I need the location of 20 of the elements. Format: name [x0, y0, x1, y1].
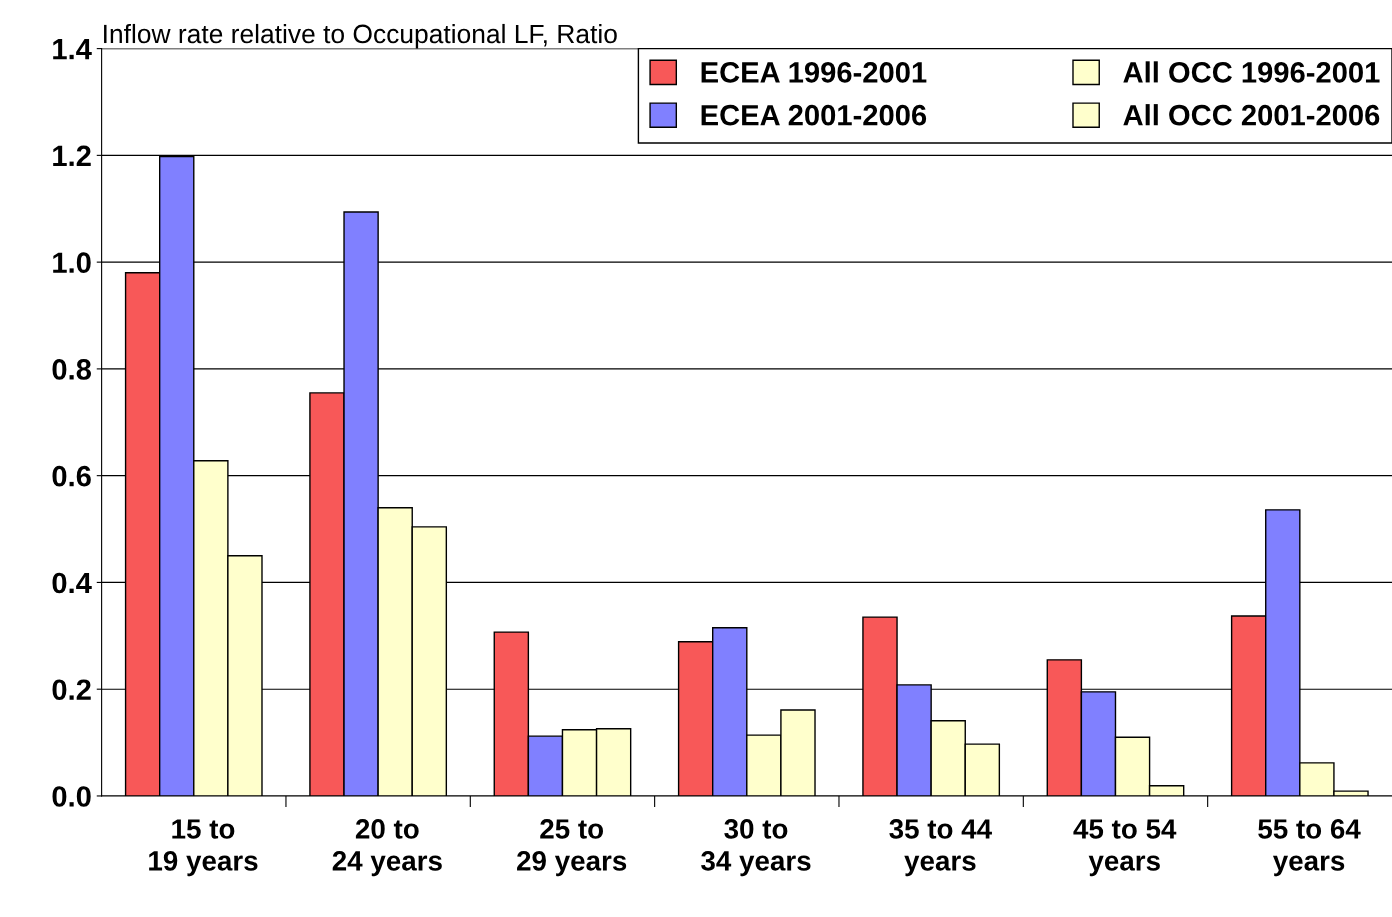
x-tick-label: 25 to 29 years	[517, 819, 627, 877]
x-tick-label: 20 to 24 years	[332, 819, 442, 877]
y-tick-label: 0.2	[52, 679, 91, 701]
y-tick-label: 0.0	[52, 786, 91, 807]
x-tick-label: 35 to 44 years	[889, 819, 992, 877]
y-tick-label: 0.4	[52, 572, 92, 594]
y-tick-label: 0.8	[52, 359, 91, 380]
legend-label: ECEA 1996-2001	[701, 62, 927, 83]
y-tick-label: 1.2	[53, 145, 91, 166]
legend-label: All OCC 2001-2006	[1123, 104, 1380, 126]
x-tick-label: 45 to 54 years	[1073, 819, 1177, 877]
y-tick-label: 1.0	[53, 252, 91, 273]
chart-title: Inflow rate relative to Occupational LF, Ratio	[104, 23, 617, 49]
legend-label: All OCC 1996-2001	[1123, 61, 1380, 83]
x-tick-label: 55 to 64 years	[1258, 819, 1361, 877]
y-tick-label: 1.4	[53, 39, 92, 60]
x-tick-label: 30 to 34 years	[701, 819, 811, 877]
x-tick-label: 15 to 19 years	[149, 819, 258, 877]
y-tick-label: 0.6	[52, 465, 91, 487]
legend-label: ECEA 2001-2006	[701, 104, 927, 126]
